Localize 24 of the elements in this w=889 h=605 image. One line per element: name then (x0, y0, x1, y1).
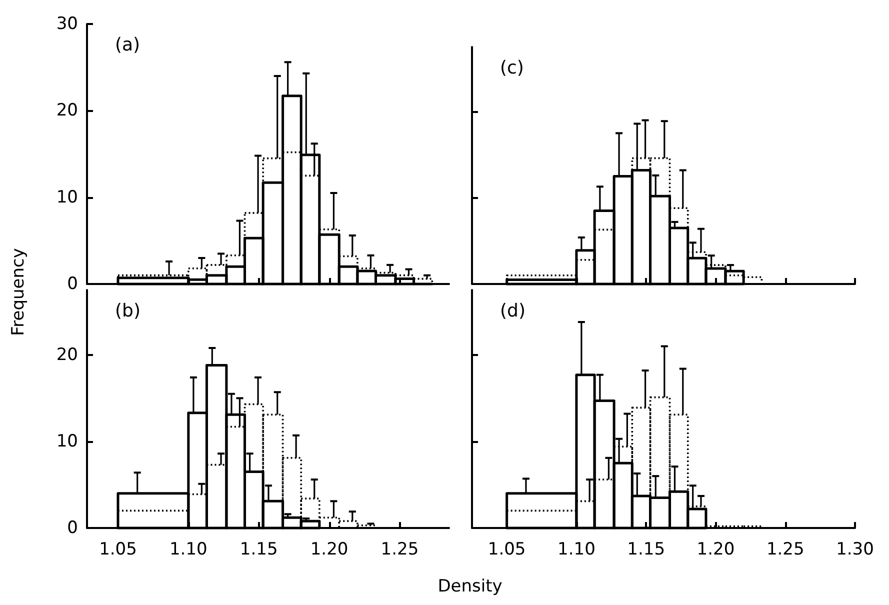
x-tick-label: 1.25 (380, 540, 419, 560)
x-axis-title: Density (438, 576, 502, 596)
x-tick-label: 1.05 (99, 540, 137, 560)
x-tick-label: 1.20 (696, 540, 735, 560)
x-tick-label: 1.25 (766, 540, 804, 560)
y-tick-label: 10 (56, 187, 78, 208)
annotation: (a) (115, 34, 140, 56)
x-tick-label: 1.05 (488, 540, 526, 560)
annotation: (d) (500, 300, 526, 322)
x-tick-label: 1.10 (558, 540, 596, 560)
y-tick-label: 30 (56, 14, 78, 34)
y-tick-label: 10 (56, 431, 78, 452)
y-tick-label: 20 (56, 100, 78, 121)
y-axis-title: Frequency (8, 248, 28, 336)
y-tick-label: 0 (67, 518, 78, 538)
x-tick-label: 1.10 (169, 540, 208, 560)
y-tick-label: 20 (56, 344, 78, 365)
x-tick-label: 1.20 (310, 540, 348, 560)
y-tick-label: 0 (67, 274, 78, 294)
x-tick-label: 1.30 (836, 540, 874, 560)
x-tick-label: 1.15 (627, 540, 666, 560)
annotation: (c) (500, 58, 524, 78)
annotation: (b) (115, 300, 140, 322)
x-tick-label: 1.15 (240, 540, 278, 560)
